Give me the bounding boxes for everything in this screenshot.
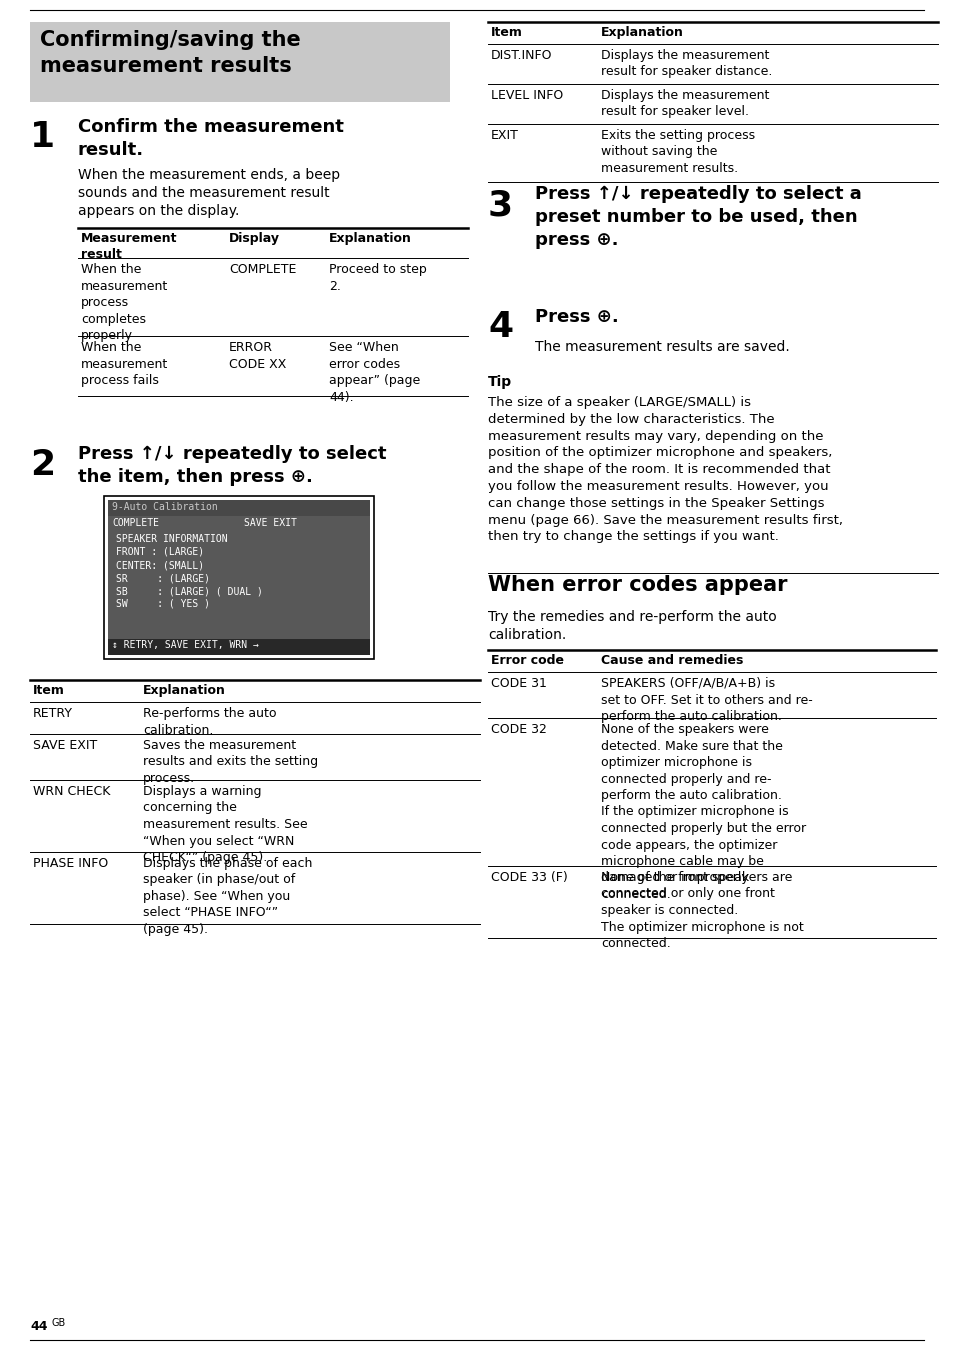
Text: SPEAKERS (OFF/A/B/A+B) is
set to OFF. Set it to others and re-
perform the auto : SPEAKERS (OFF/A/B/A+B) is set to OFF. Se… xyxy=(600,677,812,723)
Text: When the
measurement
process
completes
properly: When the measurement process completes p… xyxy=(81,264,168,342)
Text: Error code: Error code xyxy=(491,654,563,667)
Text: ERROR
CODE XX: ERROR CODE XX xyxy=(229,341,286,370)
Bar xyxy=(104,496,374,658)
Text: SB     : (LARGE) ( DUAL ): SB : (LARGE) ( DUAL ) xyxy=(116,585,263,596)
Text: WRN CHECK: WRN CHECK xyxy=(33,786,111,798)
Text: Try the remedies and re-perform the auto
calibration.: Try the remedies and re-perform the auto… xyxy=(488,610,776,642)
Text: Measurement
result: Measurement result xyxy=(81,233,177,261)
Text: Item: Item xyxy=(491,26,522,39)
Text: Displays the measurement
result for speaker distance.: Displays the measurement result for spea… xyxy=(600,49,772,78)
Text: When the
measurement
process fails: When the measurement process fails xyxy=(81,341,168,387)
Text: Cause and remedies: Cause and remedies xyxy=(600,654,742,667)
Text: 44: 44 xyxy=(30,1320,48,1333)
Text: Proceed to step
2.: Proceed to step 2. xyxy=(329,264,426,292)
Text: Confirming/saving the
measurement results: Confirming/saving the measurement result… xyxy=(40,30,300,76)
Text: SPEAKER INFORMATION: SPEAKER INFORMATION xyxy=(116,534,228,544)
Text: Saves the measurement
results and exits the setting
process.: Saves the measurement results and exits … xyxy=(143,740,317,786)
Text: The measurement results are saved.: The measurement results are saved. xyxy=(535,339,789,354)
Text: SR     : (LARGE): SR : (LARGE) xyxy=(116,573,210,583)
Text: Item: Item xyxy=(33,684,65,698)
Text: When error codes appear: When error codes appear xyxy=(488,575,786,595)
Text: Confirm the measurement
result.: Confirm the measurement result. xyxy=(78,118,343,160)
Text: Explanation: Explanation xyxy=(143,684,226,698)
Bar xyxy=(108,500,370,516)
Text: SAVE EXIT: SAVE EXIT xyxy=(33,740,97,752)
Text: See “When
error codes
appear” (page
44).: See “When error codes appear” (page 44). xyxy=(329,341,420,403)
Text: Displays the phase of each
speaker (in phase/out of
phase). See “When you
select: Displays the phase of each speaker (in p… xyxy=(143,857,312,936)
Bar xyxy=(108,639,370,654)
Text: SAVE EXIT: SAVE EXIT xyxy=(244,518,296,529)
Text: FRONT : (LARGE): FRONT : (LARGE) xyxy=(116,548,204,557)
Text: CODE 33 (F): CODE 33 (F) xyxy=(491,871,567,884)
Text: Explanation: Explanation xyxy=(600,26,683,39)
Text: The size of a speaker (LARGE/SMALL) is
determined by the low characteristics. Th: The size of a speaker (LARGE/SMALL) is d… xyxy=(488,396,842,544)
Text: COMPLETE: COMPLETE xyxy=(229,264,296,276)
Bar xyxy=(108,500,370,654)
Text: PHASE INFO: PHASE INFO xyxy=(33,857,108,869)
Text: None of the speakers were
detected. Make sure that the
optimizer microphone is
c: None of the speakers were detected. Make… xyxy=(600,723,805,900)
Text: None of the front speakers are
connected or only one front
speaker is connected.: None of the front speakers are connected… xyxy=(600,871,803,950)
Text: LEVEL INFO: LEVEL INFO xyxy=(491,89,562,101)
Text: EXIT: EXIT xyxy=(491,128,518,142)
Text: 3: 3 xyxy=(488,188,513,222)
Text: When the measurement ends, a beep
sounds and the measurement result
appears on t: When the measurement ends, a beep sounds… xyxy=(78,168,340,218)
Text: 9-Auto Calibration: 9-Auto Calibration xyxy=(112,502,217,512)
Text: Tip: Tip xyxy=(488,375,512,389)
Text: Displays a warning
concerning the
measurement results. See
“When you select “WRN: Displays a warning concerning the measur… xyxy=(143,786,307,864)
Text: SW     : ( YES ): SW : ( YES ) xyxy=(116,599,210,608)
Text: RETRY: RETRY xyxy=(33,707,73,721)
Text: Exits the setting process
without saving the
measurement results.: Exits the setting process without saving… xyxy=(600,128,755,174)
Text: DIST.INFO: DIST.INFO xyxy=(491,49,552,62)
Text: 1: 1 xyxy=(30,120,55,154)
Text: 2: 2 xyxy=(30,448,55,483)
Bar xyxy=(30,22,450,101)
Text: ↕ RETRY, SAVE EXIT, WRN →: ↕ RETRY, SAVE EXIT, WRN → xyxy=(112,639,258,650)
Text: Press ⊕.: Press ⊕. xyxy=(535,308,618,326)
Text: 4: 4 xyxy=(488,310,513,343)
Text: Press ↑/↓ repeatedly to select
the item, then press ⊕.: Press ↑/↓ repeatedly to select the item,… xyxy=(78,445,386,485)
Text: Display: Display xyxy=(229,233,280,245)
Text: CODE 31: CODE 31 xyxy=(491,677,546,690)
Text: CODE 32: CODE 32 xyxy=(491,723,546,735)
Text: Displays the measurement
result for speaker level.: Displays the measurement result for spea… xyxy=(600,89,768,119)
Text: Explanation: Explanation xyxy=(329,233,412,245)
Text: GB: GB xyxy=(52,1318,66,1328)
Text: Re-performs the auto
calibration.: Re-performs the auto calibration. xyxy=(143,707,276,737)
Text: CENTER: (SMALL): CENTER: (SMALL) xyxy=(116,560,204,571)
Text: COMPLETE: COMPLETE xyxy=(112,518,159,529)
Text: Press ↑/↓ repeatedly to select a
preset number to be used, then
press ⊕.: Press ↑/↓ repeatedly to select a preset … xyxy=(535,185,861,249)
